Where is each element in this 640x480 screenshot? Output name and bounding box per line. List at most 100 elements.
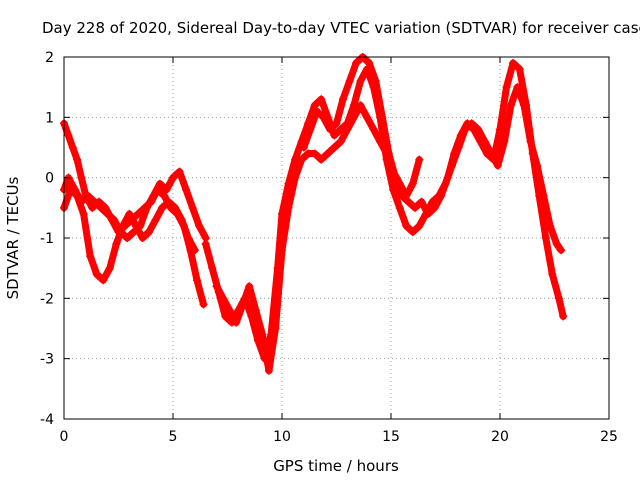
data-point-marker (92, 270, 101, 279)
data-point-marker (546, 221, 555, 230)
data-point-marker (402, 221, 411, 230)
data-point-marker (325, 125, 334, 134)
data-point-marker (535, 191, 544, 200)
data-point-marker (312, 107, 321, 116)
data-point-marker (559, 312, 568, 321)
y-tick-label: 1 (45, 110, 54, 126)
data-point-marker (365, 59, 374, 68)
data-point-marker (378, 113, 387, 122)
data-point-marker (284, 203, 293, 212)
data-point-marker (343, 125, 352, 134)
data-point-marker (127, 215, 136, 224)
x-tick-label: 15 (382, 429, 400, 445)
data-point-marker (430, 203, 439, 212)
data-point-marker (500, 137, 509, 146)
data-point-marker (417, 197, 426, 206)
data-point-marker (332, 119, 341, 128)
data-point-marker (557, 246, 566, 255)
data-point-marker (110, 215, 119, 224)
data-point-marker (103, 209, 112, 218)
data-point-marker (158, 203, 167, 212)
y-tick-label: -4 (40, 412, 54, 428)
data-point-marker (345, 77, 354, 86)
data-point-marker (408, 227, 417, 236)
x-tick-label: 20 (491, 429, 509, 445)
data-point-marker (238, 300, 247, 309)
data-point-marker (306, 125, 315, 134)
data-point-marker (192, 276, 201, 285)
data-point-marker (151, 215, 160, 224)
data-point-marker (258, 330, 267, 339)
data-point-marker (489, 155, 498, 164)
x-tick-label: 5 (169, 429, 178, 445)
data-point-marker (199, 300, 208, 309)
data-point-marker (410, 203, 419, 212)
data-point-marker (404, 197, 413, 206)
data-point-marker (116, 227, 125, 236)
data-point-marker (155, 179, 164, 188)
x-axis-label: GPS time / hours (273, 457, 399, 475)
data-point-marker (90, 197, 99, 206)
series-trace (60, 119, 207, 308)
data-point-marker (64, 131, 73, 140)
data-point-marker (79, 209, 88, 218)
data-point-marker (221, 312, 230, 321)
data-point-marker (397, 191, 406, 200)
data-point-marker (336, 137, 345, 146)
data-point-marker (482, 149, 491, 158)
data-point-marker (548, 270, 557, 279)
data-point-marker (349, 113, 358, 122)
data-point-marker (142, 203, 151, 212)
y-tick-label: 0 (45, 171, 54, 187)
data-point-marker (83, 191, 92, 200)
data-point-marker (443, 173, 452, 182)
data-point-marker (506, 101, 515, 110)
data-point-marker (552, 240, 561, 249)
data-point-marker (528, 149, 537, 158)
chart-title: Day 228 of 2020, Sidereal Day-to-day VTE… (42, 19, 640, 37)
data-layer (60, 53, 568, 375)
data-point-marker (175, 167, 184, 176)
data-point-marker (129, 227, 138, 236)
data-point-marker (77, 173, 86, 182)
data-point-marker (502, 83, 511, 92)
data-point-marker (97, 203, 106, 212)
data-point-marker (121, 221, 130, 230)
data-point-marker (339, 95, 348, 104)
data-point-marker (169, 173, 177, 182)
data-point-marker (424, 209, 433, 218)
data-point-marker (251, 306, 260, 315)
y-tick-label: -3 (40, 352, 54, 368)
data-point-marker (352, 59, 361, 68)
y-tick-label: -2 (40, 291, 54, 307)
data-point-marker (317, 155, 326, 164)
data-point-marker (201, 240, 210, 249)
data-point-marker (73, 155, 82, 164)
series-3 (60, 167, 210, 242)
data-point-marker (554, 294, 563, 303)
y-tick-label: -1 (40, 231, 54, 247)
data-point-marker (145, 227, 154, 236)
data-point-marker (278, 246, 286, 255)
data-point-marker (68, 143, 77, 152)
data-point-marker (515, 65, 524, 74)
data-point-marker (371, 77, 380, 86)
data-point-marker (450, 149, 459, 158)
data-point-marker (317, 95, 326, 104)
data-point-marker (310, 101, 319, 110)
data-point-marker (149, 191, 158, 200)
series-6 (299, 53, 568, 321)
data-point-marker (166, 203, 175, 212)
data-point-marker (70, 185, 79, 194)
data-point-marker (356, 77, 365, 86)
data-point-marker (297, 155, 306, 164)
data-point-marker (138, 234, 147, 242)
data-point-marker (463, 119, 472, 128)
x-tick-label: 25 (600, 429, 618, 445)
data-point-marker (369, 125, 378, 134)
data-point-marker (291, 173, 300, 182)
data-point-marker (182, 185, 191, 194)
data-point-marker (476, 137, 485, 146)
